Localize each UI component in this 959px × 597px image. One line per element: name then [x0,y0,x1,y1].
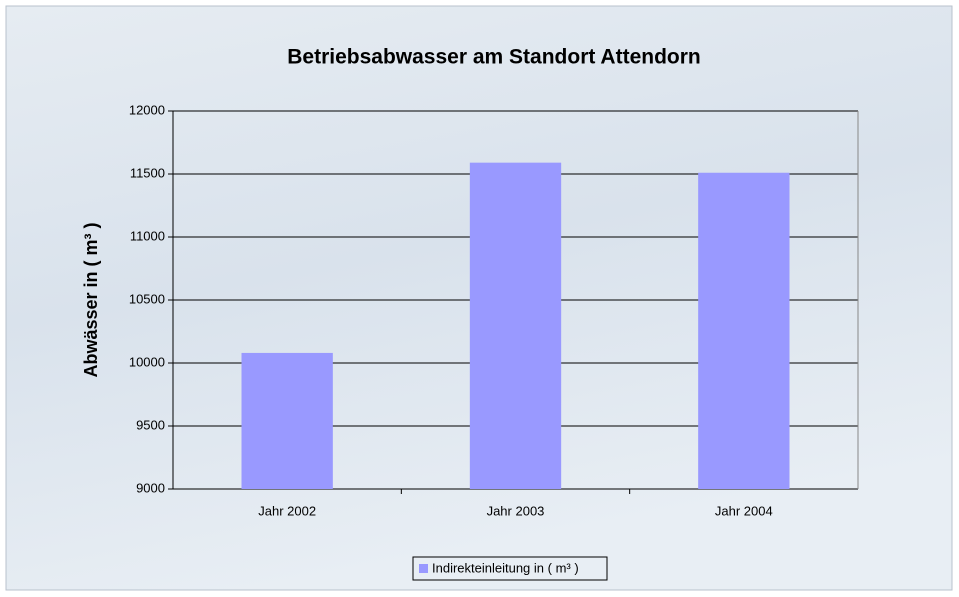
x-tick-label: Jahr 2003 [487,503,545,518]
y-tick-label: 10500 [129,291,165,306]
y-tick-label: 12000 [129,102,165,117]
y-tick-label: 9500 [136,417,165,432]
chart-title: Betriebsabwasser am Standort Attendorn [287,46,700,69]
legend-swatch [419,564,428,573]
legend-label: Indirekteinleitung in ( m³ ) [432,560,579,575]
y-tick-label: 9000 [136,480,165,495]
y-tick-label: 11500 [130,165,165,180]
x-tick-label: Jahr 2004 [715,503,773,518]
x-tick-label: Jahr 2002 [258,503,316,518]
y-tick-label: 10000 [129,354,165,369]
bar [698,172,790,490]
legend-box [412,556,608,581]
bar [241,352,333,489]
y-axis-label: Abwässer in ( m³ ) [81,222,101,377]
y-tick-label: 11000 [130,228,165,243]
bar [469,162,562,489]
